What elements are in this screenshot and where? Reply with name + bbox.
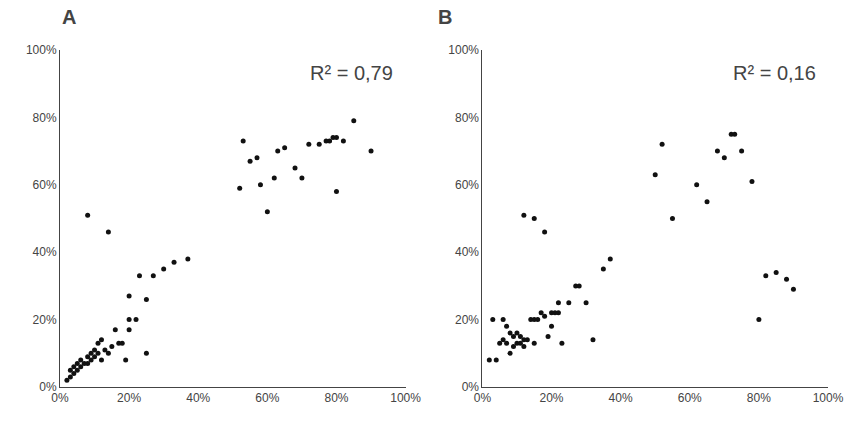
svg-text:20%: 20% — [540, 391, 564, 405]
svg-text:100%: 100% — [448, 43, 479, 57]
svg-text:40%: 40% — [33, 245, 57, 259]
svg-text:80%: 80% — [33, 111, 57, 125]
svg-text:0%: 0% — [462, 380, 480, 394]
svg-text:100%: 100% — [813, 391, 844, 405]
svg-text:R² = 0,16: R² = 0,16 — [733, 62, 816, 84]
svg-text:40%: 40% — [609, 391, 633, 405]
svg-text:80%: 80% — [747, 391, 771, 405]
svg-text:20%: 20% — [33, 313, 57, 327]
svg-text:60%: 60% — [678, 391, 702, 405]
svg-text:80%: 80% — [324, 391, 348, 405]
svg-text:60%: 60% — [455, 178, 479, 192]
svg-text:R² = 0,79: R² = 0,79 — [310, 62, 393, 84]
svg-text:B: B — [438, 6, 452, 28]
svg-text:0%: 0% — [51, 391, 69, 405]
svg-text:0%: 0% — [39, 380, 57, 394]
svg-text:A: A — [62, 6, 76, 28]
svg-text:20%: 20% — [117, 391, 141, 405]
svg-text:100%: 100% — [390, 391, 421, 405]
svg-text:40%: 40% — [186, 391, 210, 405]
svg-text:0%: 0% — [474, 391, 492, 405]
svg-text:20%: 20% — [455, 313, 479, 327]
svg-text:100%: 100% — [26, 43, 57, 57]
svg-text:60%: 60% — [255, 391, 279, 405]
svg-text:40%: 40% — [455, 245, 479, 259]
svg-text:80%: 80% — [455, 111, 479, 125]
svg-text:60%: 60% — [33, 178, 57, 192]
